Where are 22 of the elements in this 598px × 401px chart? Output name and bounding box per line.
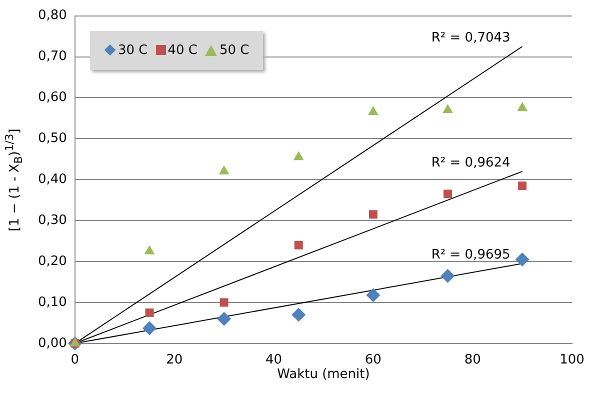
x-tick-label: 20 [166,352,183,368]
y-tick-label: 0,80 [38,8,67,24]
x-tick-label: 40 [265,352,282,368]
x-tick-label: 60 [364,352,382,368]
annotation: R² = 0,9624 [431,155,510,170]
legend-label: 30 C [116,42,148,58]
y-tick-label: 0,70 [38,49,67,64]
y-tick-label: 0,50 [38,131,67,146]
y-tick-label: 0,00 [38,336,67,351]
annotation: R² = 0,7043 [431,30,510,46]
x-axis-title: Waktu (menit) [276,367,371,382]
y-tick-label: 0,20 [38,254,67,269]
x-tick-label: 0 [70,352,80,368]
x-tick-label: 80 [464,352,481,368]
x-tick-label: 100 [560,352,584,368]
legend-label: 50 C [218,42,250,58]
y-tick-label: 0,40 [38,172,67,187]
y-tick-label: 0,30 [38,212,67,228]
y-tick-label: 0,10 [38,294,67,310]
annotation: R² = 0,9695 [431,247,510,262]
y-tick-label: 0,60 [38,90,67,106]
legend-label: 40 C [166,42,198,58]
